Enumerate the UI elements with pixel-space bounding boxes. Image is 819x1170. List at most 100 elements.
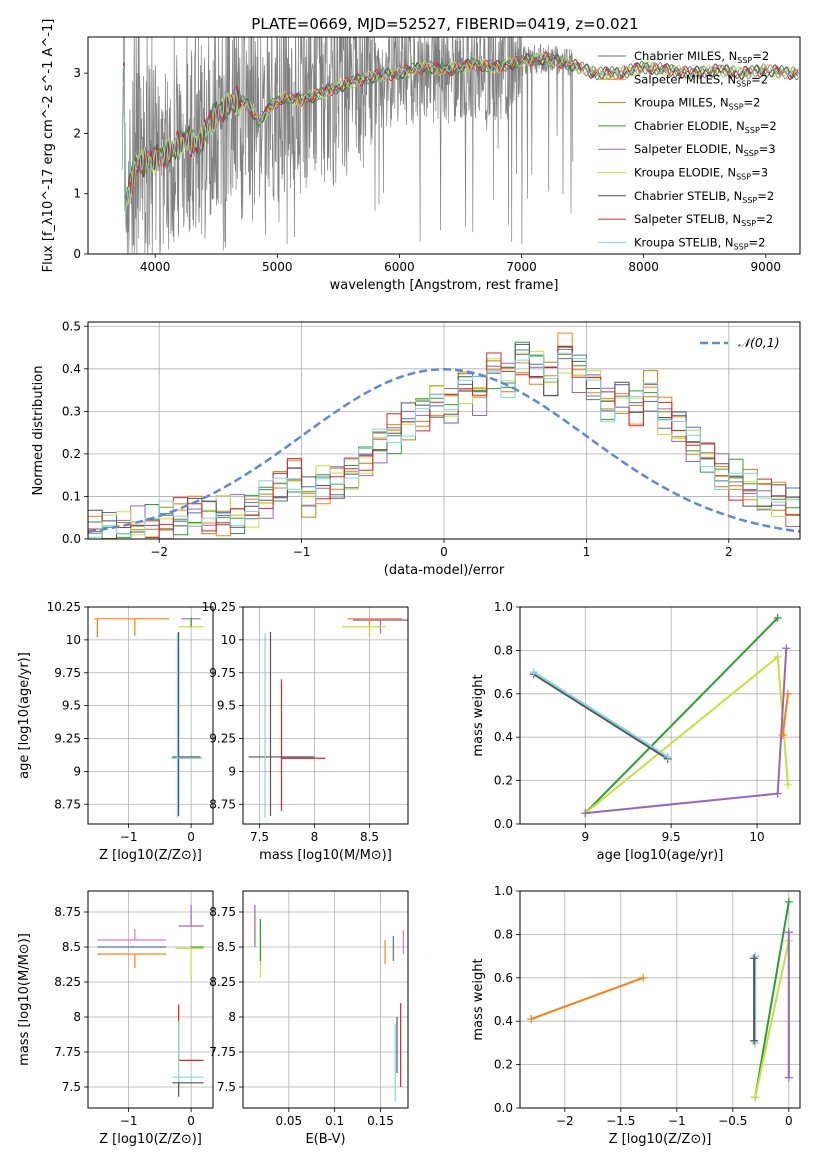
line-chabrier-elodie [754, 901, 790, 1098]
x-axis-label: Z [log10(Z/Z⊙)] [609, 1132, 712, 1147]
line-chabrier-stelib [533, 673, 669, 760]
hist-chabrier-elodie [88, 341, 800, 538]
hist-kroupa-miles [88, 353, 800, 539]
y-tick-label: 0.2 [494, 774, 513, 788]
y-tick-label: 0.0 [494, 817, 513, 831]
x-tick-label: 0.15 [367, 1114, 394, 1128]
y-tick-label: 0.4 [494, 730, 513, 744]
y-tick-label: 0.4 [62, 362, 81, 376]
marker-plus [784, 1073, 793, 1082]
line-kroupa-elodie [754, 940, 790, 1098]
y-axis-label: Normed distribution [31, 366, 46, 496]
y-tick-label: 7.75 [209, 1045, 236, 1059]
x-axis-label: age [log10(age/yr)] [597, 848, 724, 863]
y-tick-label: 8.5 [217, 940, 236, 954]
x-tick-label: 1 [583, 545, 591, 559]
plot-area [529, 613, 792, 818]
y-tick-label: 9.25 [54, 732, 81, 746]
plot-area [94, 617, 204, 818]
x-tick-label: 0 [785, 1114, 793, 1128]
plot-area [248, 618, 408, 818]
legend-label: Salpeter STELIB, NSSP=2 [634, 212, 773, 228]
x-tick-label: −1.5 [606, 1114, 635, 1128]
y-tick-label: 9.5 [62, 699, 81, 713]
legend-label: Chabrier STELIB, NSSP=2 [634, 189, 774, 205]
legend-label: Kroupa STELIB, NSSP=2 [634, 235, 765, 251]
x-tick-label: −2 [556, 1114, 574, 1128]
y-tick-label: 1 [73, 187, 81, 201]
grid [88, 891, 213, 1108]
legend-label: 𝒩(0,1) [738, 335, 780, 350]
x-tick-label: 0.1 [325, 1114, 344, 1128]
y-tick-label: 7.5 [62, 1080, 81, 1094]
model-chabrier-stelib [122, 53, 799, 203]
hist-salpeter-elodie [88, 348, 800, 539]
y-tick-label: 9.75 [54, 666, 81, 680]
grid [520, 606, 800, 825]
hist-legend: 𝒩(0,1) [700, 335, 780, 350]
axes-frame: −2 −1.5 −1 −0.5 0 0.0 0.2 0.4 0.6 0.8 1.0 Z [log10(… [471, 884, 801, 1147]
line-kroupa-stelib [533, 671, 669, 758]
marker-plus [751, 952, 760, 961]
y-tick-label: 10 [66, 633, 81, 647]
axes-frame: 7.5 8 8.5 8.75 9 9.25 9.5 9.75 10 10.25 mass [log1… [202, 600, 409, 863]
legend-label: Salpeter ELODIE, NSSP=3 [634, 142, 776, 158]
panel-residual-histogram: −2 −1 0 1 2 0.0 0.1 0.2 0.3 0.4 0.5 (data-model)/er… [31, 319, 801, 578]
x-tick-label: 8000 [628, 260, 659, 274]
x-tick-label: 10 [749, 830, 764, 844]
y-tick-label: 10.25 [202, 600, 236, 614]
y-tick-label: 7.75 [54, 1045, 81, 1059]
x-tick-label: 0 [440, 545, 448, 559]
x-axis-label: (data-model)/error [384, 563, 505, 578]
y-axis-label: mass weight [471, 674, 486, 756]
x-tick-label: −1 [120, 830, 138, 844]
y-tick-label: 7.5 [217, 1080, 236, 1094]
panel-massweight-vs-Z: −2 −1.5 −1 −0.5 0 0.0 0.2 0.4 0.6 0.8 1.0 Z [log10(… [471, 884, 801, 1147]
y-tick-label: 0.4 [494, 1014, 513, 1028]
x-tick-label: 9.5 [662, 830, 681, 844]
hist-kroupa-stelib [88, 352, 800, 539]
x-tick-label: 8 [311, 830, 319, 844]
y-tick-label: 0.1 [62, 489, 81, 503]
y-tick-label: 8 [228, 1010, 236, 1024]
y-tick-label: 9.5 [217, 699, 236, 713]
legend-label: Chabrier MILES, NSSP=2 [634, 49, 769, 65]
x-tick-label: 7.5 [250, 830, 269, 844]
axes-frame: 4000 5000 6000 7000 8000 9000 0 1 2 3 wavelength [… [41, 19, 801, 293]
line-chabrier-elodie [584, 617, 779, 814]
axes-border [519, 606, 801, 825]
axes-border [242, 890, 409, 1109]
plot-area [527, 897, 793, 1102]
x-tick-label: 6000 [384, 260, 415, 274]
marker-plus [529, 668, 538, 677]
y-tick-label: 9 [228, 764, 236, 778]
y-tick-label: 2 [73, 126, 81, 140]
marker-plus [751, 1038, 760, 1047]
x-axis-label: mass [log10(M/M⊙)] [259, 848, 392, 863]
x-tick-label: 8.5 [360, 830, 379, 844]
x-tick-label: 9000 [751, 260, 782, 274]
y-tick-label: 0.5 [62, 319, 81, 333]
y-tick-label: 0 [73, 247, 81, 261]
model-kroupa-stelib [122, 53, 799, 213]
marker-plus [581, 809, 590, 818]
axes-border [87, 36, 801, 255]
panel-spectrum: 4000 5000 6000 7000 8000 9000 0 1 2 3 wavelength [… [41, 19, 801, 293]
x-tick-label: 5000 [262, 260, 293, 274]
plot-area [254, 905, 405, 1101]
line-kroupa-elodie [584, 654, 789, 814]
line-salpeter-miles [781, 693, 789, 736]
y-tick-label: 9.25 [209, 732, 236, 746]
x-tick-label: 2 [725, 545, 733, 559]
legend-label: Salpeter MILES, NSSP=2 [634, 72, 768, 88]
hist-kroupa-elodie [88, 350, 800, 539]
marker-plus [778, 731, 787, 740]
y-tick-label: 8.75 [209, 905, 236, 919]
model-salpeter-stelib [122, 51, 799, 206]
y-tick-label: 8 [73, 1010, 81, 1024]
y-tick-label: 0.2 [62, 447, 81, 461]
x-tick-label: −1 [120, 1114, 138, 1128]
marker-plus [773, 789, 782, 798]
x-axis-label: Z [log10(Z/Z⊙)] [99, 1132, 202, 1147]
